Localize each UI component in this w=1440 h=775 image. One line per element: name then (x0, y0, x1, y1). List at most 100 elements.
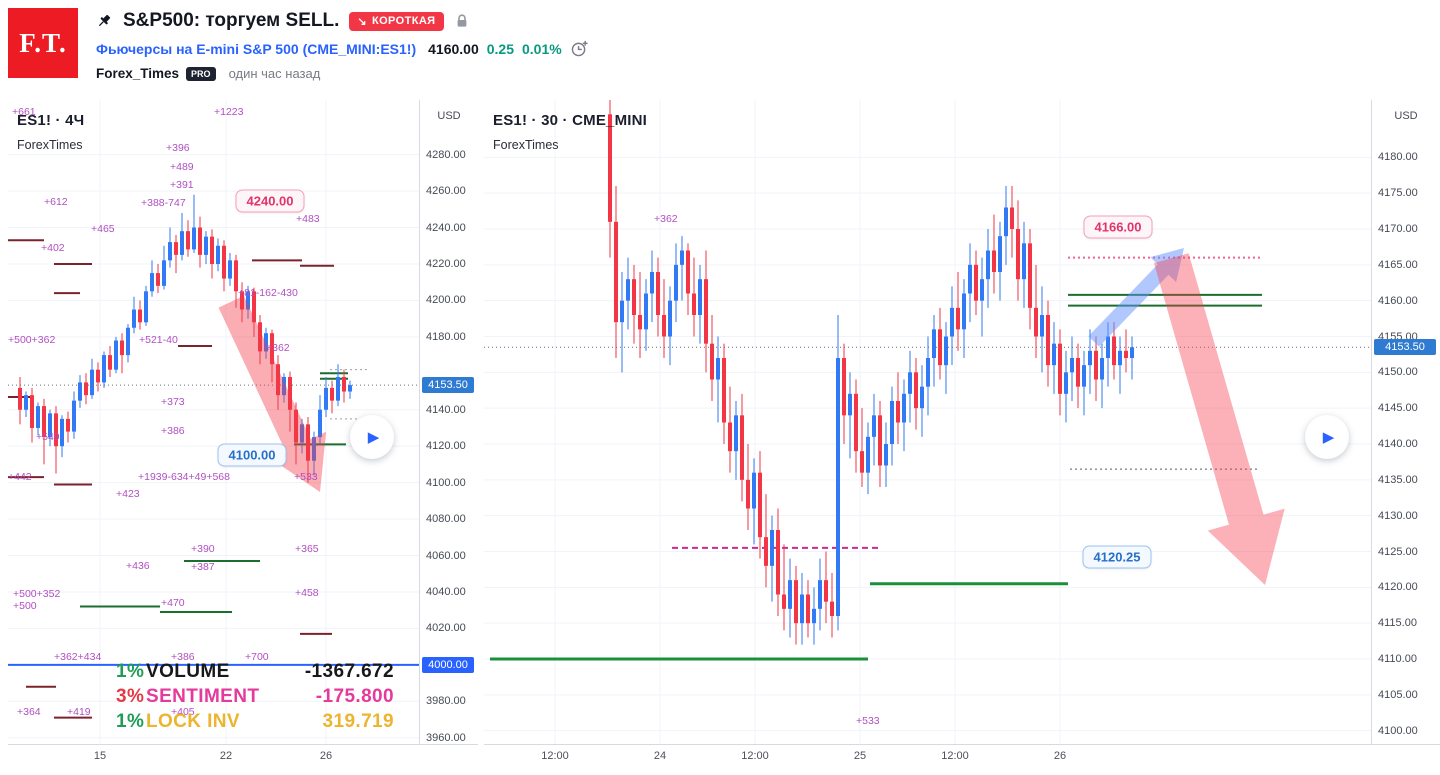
stat-value: -175.800 (315, 686, 394, 707)
currency-label: USD (1394, 110, 1418, 122)
price-tag: 4153.50 (422, 377, 474, 394)
annotation-label: +386 (171, 651, 195, 663)
annotation-label: +396 (166, 142, 190, 154)
price-tick: 4100.00 (426, 476, 466, 489)
time-axis-4h[interactable]: 15 22 26 (8, 744, 478, 768)
price-tick: 3980.00 (426, 695, 466, 708)
time-label: 12:00 (941, 750, 969, 762)
grid (484, 100, 1372, 745)
chart-panel-30m: ES1! · 30 · CME_MINI ForexTimes +362 +533 41… (484, 100, 1440, 768)
price-tick: 4120.00 (426, 440, 466, 453)
pro-badge: PRO (186, 66, 216, 81)
annotation-label: +362 (266, 342, 290, 354)
price-tick: 4135.00 (1378, 473, 1418, 486)
time-label: 15 (93, 750, 107, 762)
time-label: 26 (319, 750, 333, 762)
annotation-label: +521-40 (139, 334, 178, 346)
price-tag: 4153.50 (1374, 339, 1436, 356)
price-tick: 4160.00 (1378, 294, 1418, 307)
annotation-label: +391 (170, 179, 194, 191)
down-right-arrow-icon: ↘ (357, 15, 367, 28)
annotation-label: +442 (8, 471, 32, 483)
price-scale-4h[interactable]: USD 4280.00 4260.00 4240.00 4220.00 4200.00 41… (419, 100, 478, 745)
sell-arrow (218, 295, 327, 492)
currency-label: USD (437, 110, 461, 122)
price-tick: 4145.00 (1378, 402, 1418, 415)
stat-percent: 1% (116, 711, 145, 732)
price-callout: 4240.00 (235, 189, 305, 213)
plot-area-4h[interactable]: ES1! · 4Ч ForexTimes +661 +1223 +396 +489 +391… (8, 100, 420, 745)
idea-header: F.T. S&P500: торгуем SELL. ↘ КОРОТКАЯ (8, 8, 589, 81)
stat-value: -1367.672 (304, 661, 394, 682)
sell-arrow (1153, 253, 1285, 585)
author-row: Forex_Times PRO один час назад (96, 66, 589, 81)
annotation-label: +661 (12, 106, 36, 118)
play-button[interactable]: ▶ (1305, 415, 1349, 459)
annotation-label: +405 (171, 706, 195, 718)
time-axis-30m[interactable]: 12:00 24 12:00 25 12:00 26 (484, 744, 1440, 768)
annotation-label: +500+352 (13, 588, 61, 600)
price-change-percent: 0.01% (521, 40, 562, 57)
annotation-label: +388-747 (141, 197, 186, 209)
annotation-label: +362 (654, 213, 678, 225)
annotation-label: +470 (161, 597, 185, 609)
annotation-label: +500 (13, 600, 37, 612)
symbol-ticker: (CME_MINI:ES1!) (302, 40, 417, 57)
annotation-label: +362+434 (54, 651, 102, 663)
publisher-logo[interactable]: F.T. (8, 8, 78, 78)
price-tick: 4220.00 (426, 257, 466, 270)
candles (608, 100, 1134, 645)
annotation-label: +365 (295, 543, 319, 555)
idea-header-text: S&P500: торгуем SELL. ↘ КОРОТКАЯ Фьючерс… (96, 8, 589, 81)
annotation-label: +533 (856, 715, 880, 727)
chart-canvas-4h (8, 100, 420, 745)
annotation-label: +436 (126, 560, 150, 572)
annotation-label: +1939-634+49+568 (138, 471, 230, 483)
time-label: 12:00 (541, 750, 569, 762)
price-tag: 4000.00 (422, 656, 474, 673)
idea-title-row: S&P500: торгуем SELL. ↘ КОРОТКАЯ (96, 10, 589, 32)
idea-title: S&P500: торгуем SELL. (123, 10, 340, 31)
direction-badge-label: КОРОТКАЯ (371, 15, 436, 27)
price-tick: 4170.00 (1378, 223, 1418, 235)
chart-panel-4h: ES1! · 4Ч ForexTimes +661 +1223 +396 +489 +391… (8, 100, 478, 768)
published-time: один час назад (228, 66, 321, 81)
price-tick: 4280.00 (426, 148, 466, 161)
candles (18, 194, 352, 483)
time-label: 25 (853, 750, 867, 762)
stat-percent: 1% (116, 661, 145, 682)
stat-row: 1% VOLUME -1367.672 (100, 661, 394, 686)
annotation-label: +533 (294, 471, 318, 483)
alert-clock-icon[interactable] (570, 39, 589, 58)
pin-icon (99, 14, 111, 26)
symbol-link[interactable]: Фьючерсы на E-mini S&P 500 (CME_MINI:ES1… (96, 41, 416, 57)
annotation-label: +489 (170, 161, 194, 173)
time-label: 26 (1053, 750, 1067, 762)
annotation-label: +386 (161, 425, 185, 437)
price-tick: 4180.00 (1378, 151, 1418, 164)
annotation-label: +500+362 (8, 334, 56, 346)
author-name[interactable]: Forex_Times (96, 66, 180, 81)
chart-canvas-30m (484, 100, 1372, 745)
stat-percent: 3% (116, 686, 145, 707)
plot-area-30m[interactable]: ES1! · 30 · CME_MINI ForexTimes +362 +533 41… (484, 100, 1372, 745)
annotation-label: +419 (67, 706, 91, 718)
price-tick: 4020.00 (426, 622, 466, 635)
direction-badge[interactable]: ↘ КОРОТКАЯ (349, 11, 444, 31)
price-tick: 4110.00 (1378, 653, 1417, 665)
stat-label: SENTIMENT (146, 686, 260, 707)
lock-icon (457, 14, 466, 27)
buy-arrow (1088, 248, 1184, 347)
price-scale-30m[interactable]: USD 4180.00 4175.00 4170.00 4165.00 4160.00 41… (1371, 100, 1440, 745)
annotation-label: +390 (191, 543, 215, 555)
price-tick: 4125.00 (1378, 545, 1418, 558)
price-tick: 4140.00 (1378, 438, 1418, 450)
time-label: 24 (653, 750, 667, 762)
play-button[interactable]: ▶ (350, 415, 394, 459)
stats-block: 1% VOLUME -1367.672 3% SENTIMENT -175.800 1% LO… (100, 661, 394, 736)
price-tick: 4240.00 (426, 221, 466, 234)
stat-label: VOLUME (146, 661, 230, 682)
logo-text: F.T. (19, 27, 67, 58)
annotation-label: +483 (296, 213, 320, 225)
price-tick: 4130.00 (1378, 509, 1418, 522)
